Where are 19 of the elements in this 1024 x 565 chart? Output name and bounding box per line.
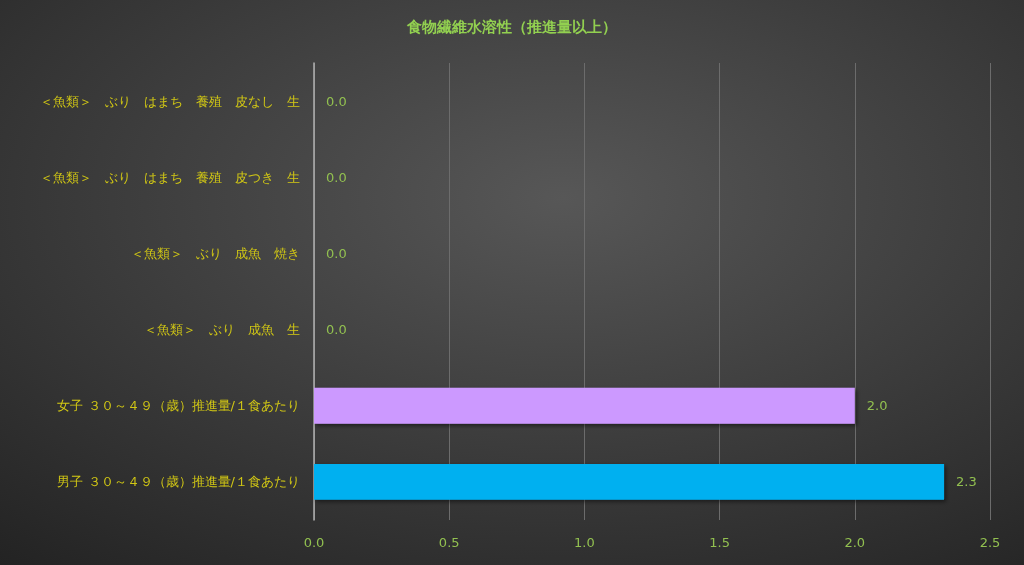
data-label: 0.0 — [326, 322, 347, 338]
x-tick-label: 0.0 — [303, 535, 325, 550]
x-tick-label: 1.0 — [574, 535, 595, 550]
data-label: 2.0 — [866, 398, 888, 414]
data-label: 0.0 — [326, 93, 347, 109]
chart-title: 食物繊維水溶性（推進量以上） — [406, 17, 617, 36]
y-tick-label: 男子 ３０～４９（歳）推進量/１食あたり — [57, 474, 300, 490]
y-tick-label: ＜魚類＞ ぶり はまち 養殖 皮つき 生 — [40, 169, 300, 185]
y-tick-label: ＜魚類＞ ぶり 成魚 生 — [144, 322, 300, 338]
x-tick-label: 1.5 — [709, 535, 730, 550]
y-tick-label: ＜魚類＞ ぶり 成魚 焼き — [131, 245, 300, 261]
data-label: 0.0 — [326, 169, 347, 185]
data-label: 2.3 — [956, 474, 977, 490]
x-tick-label: 0.5 — [438, 535, 460, 550]
x-tick-label: 2.0 — [844, 535, 866, 550]
x-tick-label: 2.5 — [979, 535, 1001, 550]
y-tick-label: ＜魚類＞ ぶり はまち 養殖 皮なし 生 — [40, 93, 300, 109]
data-label: 0.0 — [326, 245, 347, 261]
y-tick-label: 女子 ３０～４９（歳）推進量/１食あたり — [57, 398, 300, 414]
